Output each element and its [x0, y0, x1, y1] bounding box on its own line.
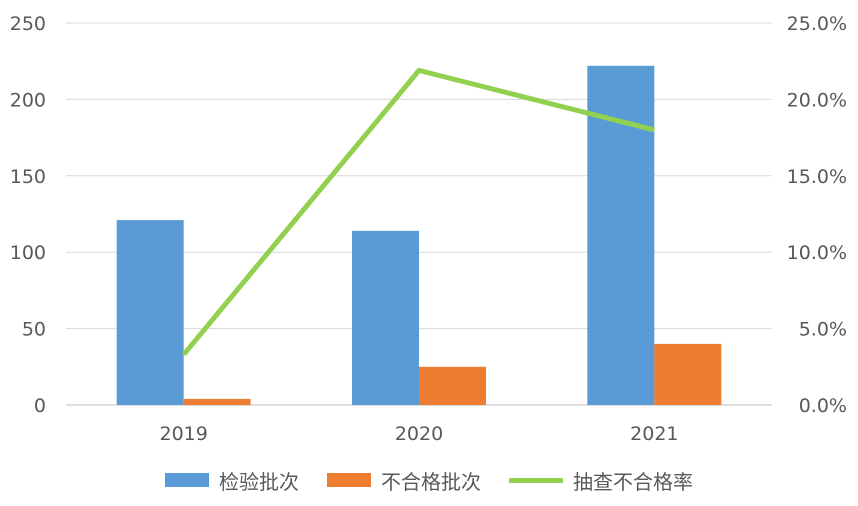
bar-failed-2021	[654, 343, 722, 405]
rate-line-series	[181, 67, 655, 357]
bar-series	[116, 65, 722, 405]
bar-inspection-2019	[116, 220, 184, 405]
right-tick-label: 10.0%	[787, 242, 847, 264]
legend-swatch-blue	[165, 473, 209, 487]
x-tick-label: 2019	[159, 423, 207, 445]
x-axis-ticks: 2019 2020 2021	[159, 423, 678, 445]
right-axis-ticks: 0.0% 5.0% 10.0% 15.0% 20.0% 25.0%	[787, 13, 847, 417]
bar-inspection-2020	[352, 230, 419, 405]
legend-item-inspection-batches: 检验批次	[165, 466, 299, 495]
legend-item-failure-rate: 抽查不合格率	[509, 466, 693, 495]
legend-label: 检验批次	[219, 469, 299, 494]
rate-line	[181, 67, 655, 357]
x-tick-label: 2020	[395, 423, 443, 445]
legend-label: 抽查不合格率	[573, 469, 693, 494]
bar-failed-2019	[183, 398, 251, 405]
left-tick-label: 0	[34, 395, 46, 417]
right-tick-label: 20.0%	[787, 89, 847, 111]
legend-swatch-orange	[327, 473, 371, 487]
left-tick-label: 50	[22, 319, 46, 341]
right-tick-label: 0.0%	[799, 395, 847, 417]
right-tick-label: 5.0%	[799, 319, 847, 341]
legend-swatch-green-line	[509, 477, 563, 483]
combo-chart: 0 50 100 150 200 250 0.0% 5.0% 10.0% 15.0% 20.0% 2…	[10, 13, 847, 445]
x-tick-label: 2021	[630, 423, 678, 445]
bar-failed-2020	[419, 366, 486, 405]
legend-item-failed-batches: 不合格批次	[327, 466, 481, 495]
left-tick-label: 200	[10, 89, 46, 111]
right-tick-label: 15.0%	[787, 166, 847, 188]
right-tick-label: 25.0%	[787, 13, 847, 35]
left-tick-label: 250	[10, 13, 46, 35]
left-axis-ticks: 0 50 100 150 200 250	[10, 13, 46, 417]
legend: 检验批次 不合格批次 抽查不合格率	[0, 464, 858, 496]
legend-label: 不合格批次	[381, 469, 481, 494]
left-tick-label: 100	[10, 242, 46, 264]
left-tick-label: 150	[10, 166, 46, 188]
